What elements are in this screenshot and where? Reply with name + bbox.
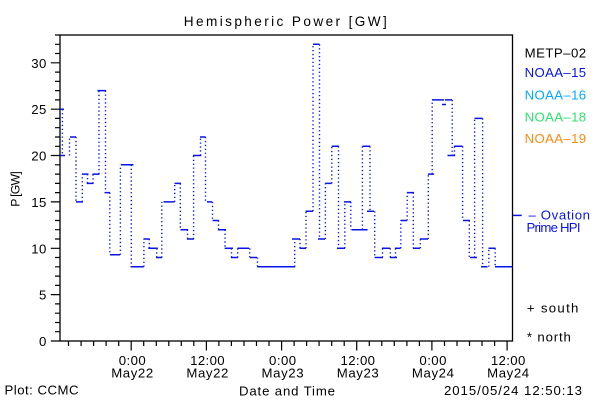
svg-text:NOAA–18: NOAA–18 (525, 110, 587, 125)
svg-text:2015/05/24 12:50:13: 2015/05/24 12:50:13 (444, 383, 582, 398)
svg-text:15: 15 (31, 195, 46, 210)
svg-text:Prime HPI: Prime HPI (527, 220, 581, 235)
svg-text:20: 20 (31, 149, 46, 164)
svg-text:Plot: CCMC: Plot: CCMC (5, 382, 79, 397)
svg-text:May22: May22 (111, 366, 153, 381)
svg-text:May22: May22 (186, 366, 228, 381)
svg-text:30: 30 (31, 56, 46, 71)
svg-text:0:00: 0:00 (419, 353, 446, 368)
svg-text:May23: May23 (262, 366, 304, 381)
svg-text:Hemispheric Power [GW]: Hemispheric Power [GW] (184, 14, 387, 29)
svg-text:NOAA–16: NOAA–16 (525, 88, 587, 103)
svg-text:METP–02: METP–02 (525, 46, 587, 61)
svg-text:May23: May23 (337, 366, 379, 381)
svg-text:NOAA–15: NOAA–15 (525, 65, 587, 80)
svg-text:12:00: 12:00 (340, 353, 375, 368)
svg-text:NOAA–19: NOAA–19 (525, 131, 587, 146)
svg-text:0: 0 (39, 334, 46, 349)
svg-text:0:00: 0:00 (119, 353, 146, 368)
svg-text:– Ovation: – Ovation (529, 207, 591, 222)
svg-text:12:00: 12:00 (190, 353, 225, 368)
svg-text:0:00: 0:00 (269, 353, 296, 368)
svg-text:May24: May24 (487, 366, 529, 381)
svg-text:10: 10 (31, 241, 46, 256)
svg-text:* north: * north (527, 329, 571, 344)
svg-text:May24: May24 (412, 366, 454, 381)
svg-text:Date and Time: Date and Time (239, 384, 335, 399)
svg-text:5: 5 (39, 288, 46, 303)
svg-text:12:00: 12:00 (491, 353, 525, 368)
svg-text:P [GW]: P [GW] (9, 171, 23, 207)
svg-text:25: 25 (31, 102, 46, 117)
